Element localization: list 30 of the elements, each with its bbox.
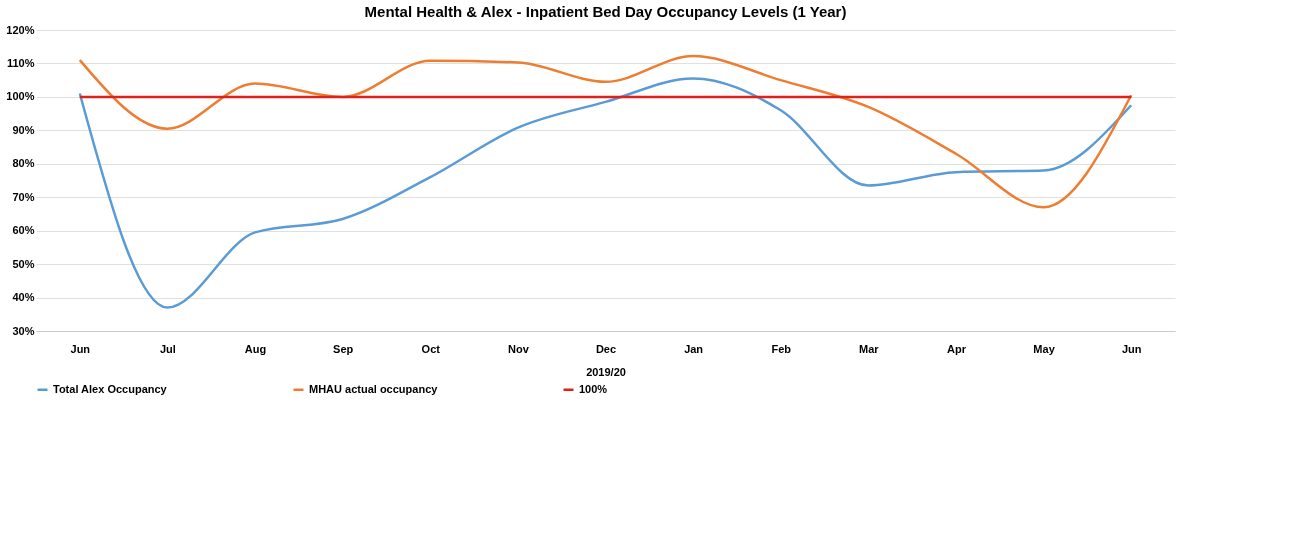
x-tick-label: Jan <box>684 342 704 355</box>
line-series <box>78 77 1133 309</box>
chart-title: Mental Health & Alex - Inpatient Bed Day Occupancy Levels (1 Year) <box>364 3 847 20</box>
x-tick-label: Nov <box>507 342 530 355</box>
y-tick-label: 30% <box>12 324 35 337</box>
x-tick-label: Jun <box>1121 342 1142 355</box>
y-tick-label: 40% <box>12 291 35 304</box>
y-tick-label: 60% <box>12 224 35 237</box>
legend-label: Total Alex Occupancy <box>53 382 168 395</box>
y-tick-label: 80% <box>12 157 35 170</box>
x-tick-label: Sep <box>333 342 354 355</box>
x-tick-label: Jul <box>159 342 176 355</box>
line-series <box>78 54 1133 209</box>
y-tick-label: 70% <box>12 190 35 203</box>
x-tick-label: Aug <box>244 342 267 355</box>
x-tick-label: Feb <box>771 342 792 355</box>
y-tick-label: 110% <box>6 56 35 69</box>
x-tick-label: Dec <box>595 342 617 355</box>
x-tick-label: Jun <box>70 342 91 355</box>
x-tick-label: Mar <box>859 342 880 355</box>
legend-label: MHAU actual occupancy <box>309 382 439 395</box>
y-tick-label: 90% <box>12 123 35 136</box>
y-tick-label: 100% <box>6 90 35 103</box>
x-axis-title: 2019/20 <box>586 365 626 378</box>
legend-label: 100% <box>579 382 608 395</box>
x-tick-label: May <box>1033 342 1056 355</box>
y-tick-label: 120% <box>6 23 35 36</box>
y-tick-label: 50% <box>12 257 35 270</box>
x-tick-label: Apr <box>946 342 967 355</box>
x-tick-label: Oct <box>421 342 441 355</box>
